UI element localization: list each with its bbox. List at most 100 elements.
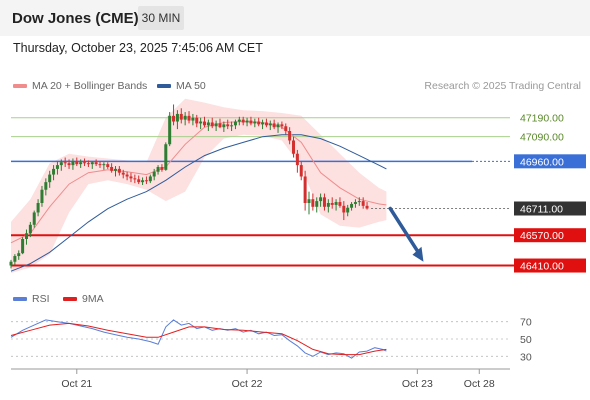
- candle-body: [280, 124, 284, 127]
- candle: [210, 117, 214, 129]
- candle: [253, 118, 257, 128]
- candle-body: [71, 161, 75, 166]
- candle-body: [230, 125, 234, 127]
- candle: [326, 199, 330, 213]
- candlesticks: [9, 104, 424, 269]
- candle-body: [338, 202, 342, 206]
- candle: [102, 162, 106, 170]
- timeframe-button[interactable]: 30 MIN: [138, 6, 184, 30]
- time-axis: Oct 21 Oct 22 Oct 23 Oct 28: [11, 368, 510, 390]
- candle-body: [206, 122, 210, 126]
- level-label: 46960.00: [520, 156, 564, 168]
- candle: [137, 175, 141, 185]
- candle-body: [272, 123, 276, 128]
- legend-item-ma20: MA 20 + Bollinger Bands: [13, 80, 147, 92]
- candle: [48, 170, 52, 188]
- candle: [334, 199, 338, 211]
- candle-body: [59, 162, 63, 166]
- candle: [183, 112, 187, 126]
- candle-body: [334, 202, 338, 205]
- x-tick-label: Oct 28: [464, 378, 495, 390]
- candle-body: [168, 115, 172, 145]
- candle-body: [113, 168, 117, 171]
- candle-body: [365, 205, 369, 209]
- candle-body: [75, 161, 79, 165]
- level-label: 46570.00: [520, 230, 564, 242]
- candle: [9, 259, 13, 269]
- legend-label-ma20: MA 20 + Bollinger Bands: [32, 80, 148, 92]
- candle-body: [284, 126, 288, 131]
- candle-body: [164, 144, 168, 170]
- x-tick-label: Oct 23: [402, 378, 433, 390]
- candle: [241, 116, 245, 126]
- candle: [32, 210, 36, 228]
- candle-body: [13, 256, 17, 262]
- candle-body: [257, 121, 261, 125]
- candle-body: [311, 199, 315, 207]
- candle: [144, 176, 148, 185]
- candle-body: [203, 121, 206, 126]
- candle-body: [199, 121, 203, 124]
- level-label-bg: [514, 258, 586, 273]
- candle-body: [21, 239, 25, 254]
- rsi-swatch: [13, 297, 27, 301]
- projection-arrow: [388, 206, 423, 258]
- candle-body: [222, 124, 226, 128]
- x-tick-label: Oct 21: [61, 378, 92, 390]
- candle-body: [144, 180, 148, 182]
- candle-body: [175, 113, 179, 122]
- candle: [361, 197, 365, 209]
- candle: [230, 121, 234, 131]
- candle: [342, 201, 346, 221]
- candle: [249, 116, 253, 126]
- candle: [63, 157, 67, 167]
- level-label-bg: [514, 228, 586, 243]
- candle: [164, 142, 168, 171]
- candle-body: [24, 233, 28, 239]
- candle: [79, 159, 83, 168]
- candle: [261, 119, 265, 130]
- candle-body: [214, 123, 218, 127]
- candle-body: [253, 121, 257, 124]
- candle: [44, 178, 48, 196]
- candle: [272, 119, 276, 130]
- candle: [148, 174, 152, 184]
- candle: [141, 177, 145, 185]
- candle: [218, 118, 222, 129]
- legend-label-9ma: 9MA: [82, 293, 104, 305]
- candle: [284, 123, 288, 135]
- candle: [24, 229, 28, 245]
- candle-body: [249, 120, 253, 124]
- candle: [94, 159, 98, 167]
- candle-body: [210, 122, 214, 127]
- timestamp: Thursday, October 23, 2025 7:45:06 AM CE…: [13, 41, 263, 55]
- candle: [276, 122, 280, 133]
- candle: [28, 221, 32, 238]
- candle-body: [110, 167, 114, 171]
- candle: [315, 197, 319, 213]
- candle-body: [195, 117, 199, 124]
- candle: [330, 197, 334, 209]
- candle-body: [137, 179, 141, 183]
- candle-body: [183, 115, 187, 120]
- level-labels: 47190.00 47090.00 46960.00 46711.00 46570.00…: [514, 113, 586, 273]
- candle-body: [303, 176, 307, 203]
- candle-body: [245, 120, 249, 123]
- candle-body: [102, 164, 106, 166]
- candle: [40, 185, 44, 207]
- candle: [156, 165, 160, 175]
- level-label: 47190.00: [520, 113, 564, 125]
- candle-body: [342, 205, 346, 213]
- candle-body: [133, 178, 137, 180]
- candle: [17, 250, 21, 260]
- candle: [52, 165, 56, 181]
- candle-body: [9, 261, 13, 266]
- candle: [168, 112, 172, 147]
- candle: [160, 164, 164, 172]
- candle: [292, 136, 296, 158]
- level-label: 46410.00: [520, 261, 564, 273]
- candle-body: [315, 201, 319, 207]
- candle-body: [121, 172, 125, 175]
- candle-body: [307, 199, 311, 203]
